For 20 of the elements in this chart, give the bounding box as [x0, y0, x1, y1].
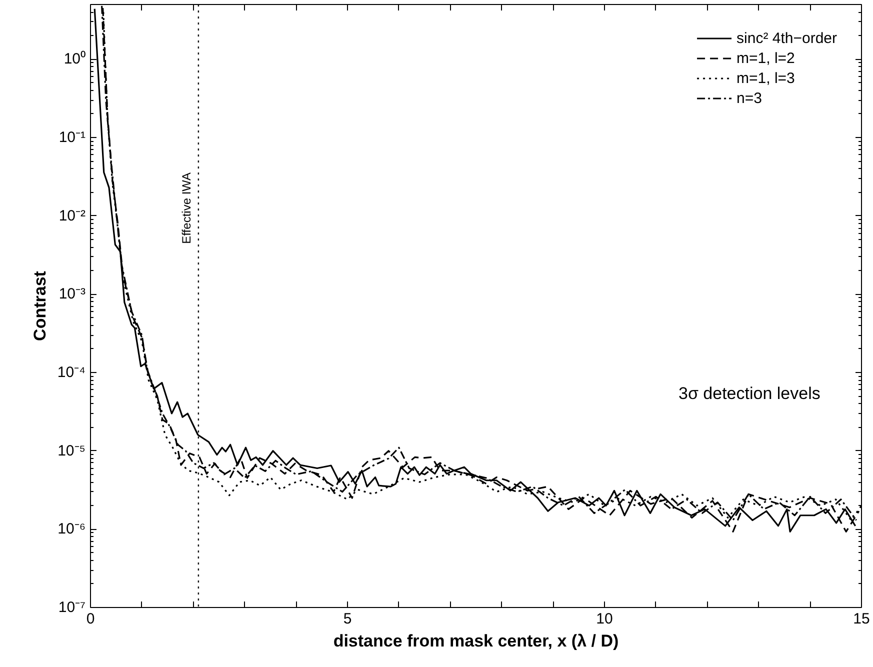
annotation: 3σ detection levels: [678, 384, 820, 403]
y-tick-label: 10⁻⁶: [58, 520, 86, 538]
y-tick-label: 10⁻⁴: [57, 364, 86, 382]
legend-label: sinc² 4th−order: [736, 30, 837, 46]
legend-label: n=3: [736, 90, 762, 106]
x-tick-label: 0: [86, 610, 95, 628]
x-tick-label: 15: [853, 610, 870, 628]
y-tick-label: 10⁰: [64, 50, 86, 68]
ref-line-label: Effective IWA: [179, 172, 194, 244]
y-tick-label: 10⁻¹: [58, 129, 86, 146]
x-tick-label: 10: [596, 610, 613, 628]
x-axis-title: distance from mask center, x (λ / D): [333, 632, 619, 650]
x-tick-label: 5: [343, 610, 352, 628]
legend-label: m=1, l=2: [736, 50, 795, 66]
y-tick-label: 10⁻²: [58, 207, 86, 224]
y-tick-label: 10⁻³: [58, 286, 86, 303]
legend-label: m=1, l=3: [736, 70, 795, 86]
y-tick-label: 10⁻⁵: [58, 442, 86, 460]
y-axis-title: Contrast: [30, 270, 50, 341]
y-tick-label: 10⁻⁷: [58, 599, 86, 616]
